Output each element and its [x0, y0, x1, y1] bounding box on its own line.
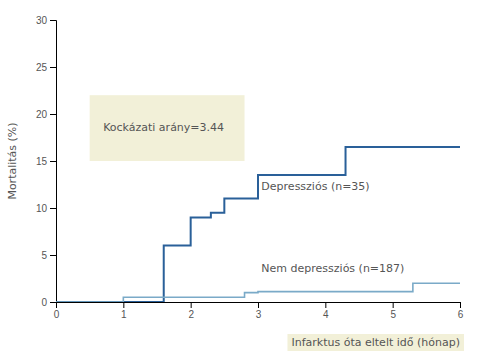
y-axis-tick: 5 [41, 250, 56, 261]
y-axis-tick-label: 25 [36, 62, 48, 73]
y-axis-tick: 0 [41, 297, 56, 308]
y-axis-tick: 25 [36, 62, 56, 73]
x-axis-line [57, 303, 461, 309]
lines [56, 147, 460, 302]
y-axis-tick-mark [50, 255, 56, 256]
x-axis-tick-mark [191, 302, 192, 308]
x-axis-tick: 5 [390, 302, 396, 320]
y-axis-tick-mark [50, 161, 56, 162]
y-axis-tick-label: 10 [36, 203, 48, 214]
y-axis-title: Mortalitás (%) [6, 122, 19, 199]
y-axis: 0 5 10 15 20 25 30 [36, 15, 57, 308]
y-axis-line [50, 21, 57, 303]
y-axis-tick-label: 0 [41, 297, 47, 308]
x-axis-title-box [287, 334, 464, 351]
y-axis-tick-mark [50, 302, 56, 303]
x-axis-tick: 1 [121, 302, 127, 320]
y-axis-tick-mark [50, 67, 56, 68]
y-axis-tick-label: 30 [36, 15, 48, 26]
y-axis-tick-label: 15 [36, 156, 48, 167]
series-line [56, 283, 460, 302]
annotation-box [90, 95, 245, 161]
x-axis-tick-label: 5 [390, 309, 396, 320]
x-axis: 0 1 2 3 4 5 6 [54, 302, 464, 320]
x-axis-tick: 2 [188, 302, 194, 320]
x-axis-tick-label: 4 [323, 309, 329, 320]
x-axis-tick-label: 6 [458, 309, 464, 320]
x-axis-tick-mark [123, 302, 124, 308]
x-axis-tick-label: 0 [54, 309, 60, 320]
y-axis-tick: 10 [36, 203, 56, 214]
x-axis-tick-label: 3 [256, 309, 262, 320]
chart: 0 1 2 3 4 5 6 0 5 10 15 20 25 30 Depressziós (n=35) Nem… [0, 0, 480, 360]
x-axis-tick-mark [325, 302, 326, 308]
series-label: Nem depressziós (n=187) [261, 262, 404, 275]
y-axis-tick-mark [50, 20, 56, 21]
x-axis-tick: 3 [256, 302, 262, 320]
x-axis-tick: 4 [323, 302, 329, 320]
y-axis-tick: 30 [36, 15, 56, 26]
y-axis-tick-mark [50, 208, 56, 209]
annotation: Kockázati arány=3.44 [103, 121, 224, 134]
x-axis-tick-mark [393, 302, 394, 308]
x-axis-tick: 0 [54, 302, 60, 320]
series-label: Depressziós (n=35) [261, 180, 369, 193]
x-axis-tick-label: 1 [121, 309, 127, 320]
y-axis-tick: 15 [36, 156, 56, 167]
x-axis-title: Infarktus óta eltelt idő (hónap) [291, 336, 460, 349]
plot: 0 1 2 3 4 5 6 0 5 10 15 20 25 30 Depressziós (n=35) Nem… [36, 15, 464, 320]
y-axis-tick-label: 5 [41, 250, 47, 261]
x-axis-tick-mark [258, 302, 259, 308]
series-line [56, 147, 460, 302]
y-axis-tick: 20 [36, 109, 56, 120]
x-axis-tick: 6 [458, 302, 464, 320]
y-axis-tick-mark [50, 114, 56, 115]
x-axis-tick-mark [460, 302, 461, 308]
x-axis-tick-label: 2 [188, 309, 194, 320]
y-axis-tick-label: 20 [36, 109, 48, 120]
